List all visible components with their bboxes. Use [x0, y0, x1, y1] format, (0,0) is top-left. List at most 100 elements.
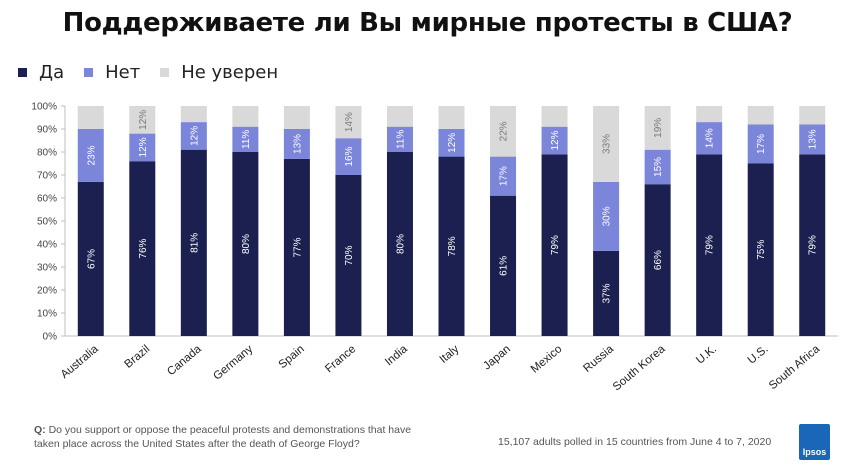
bar-segment	[386, 126, 413, 152]
data-label: 12%	[138, 110, 149, 130]
x-tick-label: South Korea	[611, 343, 668, 394]
legend-swatch-no	[84, 68, 94, 77]
data-label: 19%	[653, 118, 664, 138]
bar-segment	[696, 154, 723, 336]
x-tick-label: U.S.	[746, 343, 771, 367]
bar-segment	[232, 126, 259, 152]
bar-segment	[644, 149, 671, 185]
bar-segment	[283, 129, 310, 159]
data-label: 66%	[653, 250, 664, 270]
bar-segment	[180, 122, 207, 150]
x-tick-label: Canada	[165, 343, 204, 378]
data-label: 61%	[499, 256, 510, 276]
data-label: 77%	[292, 237, 303, 257]
data-label: 22%	[499, 121, 510, 141]
data-label: 70%	[344, 245, 355, 265]
legend-item-yes: Да	[18, 62, 64, 83]
data-label: 37%	[602, 283, 613, 303]
bar-segment	[490, 195, 517, 336]
bar-segment	[180, 106, 207, 123]
data-label: 80%	[241, 234, 252, 254]
bar-segment	[541, 106, 568, 127]
data-label: 12%	[189, 126, 200, 146]
y-tick-label: 0%	[43, 332, 58, 343]
logo-text: Ipsos	[802, 447, 827, 457]
y-tick-label: 60%	[37, 194, 57, 205]
bar-segment	[232, 152, 259, 336]
data-label: 13%	[292, 134, 303, 154]
data-label: 12%	[550, 130, 561, 150]
legend-swatch-yes	[18, 68, 27, 77]
bar-segment	[438, 156, 465, 336]
bar-segment	[696, 106, 723, 123]
legend: Да Нет Не уверен	[18, 62, 298, 83]
legend-label-unsure: Не уверен	[181, 62, 279, 83]
bar-segment	[644, 184, 671, 336]
bar-segment	[490, 106, 517, 157]
bar-segment	[799, 106, 826, 125]
y-tick-label: 90%	[37, 125, 57, 136]
bar-segment	[77, 129, 104, 182]
chart-title: Поддерживаете ли Вы мирные протесты в СШ…	[62, 8, 793, 38]
bar-segment	[77, 181, 104, 336]
data-label: 14%	[705, 128, 716, 148]
data-label: 23%	[86, 145, 97, 165]
bar-segment	[129, 161, 156, 336]
bar-segment	[283, 106, 310, 129]
x-tick-label: Japan	[481, 343, 513, 372]
data-label: 81%	[189, 233, 200, 253]
x-tick-label: Germany	[211, 343, 255, 383]
bar-segment	[180, 149, 207, 336]
data-label: 12%	[138, 137, 149, 157]
x-tick-label: South Africa	[767, 343, 823, 392]
bar-segment	[386, 152, 413, 336]
x-tick-label: France	[323, 343, 358, 375]
bar-segment	[644, 106, 671, 150]
bar-segment	[593, 250, 620, 336]
data-label: 79%	[550, 235, 561, 255]
x-tick-label: Mexico	[529, 343, 565, 376]
data-label: 14%	[344, 112, 355, 132]
legend-item-unsure: Не уверен	[160, 62, 278, 83]
question-text: Do you support or oppose the peaceful pr…	[34, 424, 412, 450]
data-label: 76%	[138, 238, 149, 258]
bar-segment	[335, 106, 362, 139]
x-tick-label: Russia	[581, 343, 616, 375]
data-label: 75%	[756, 240, 767, 260]
bar-segment	[129, 133, 156, 162]
bar-segment	[799, 154, 826, 336]
bar-segment	[541, 126, 568, 155]
data-label: 17%	[756, 134, 767, 154]
bar-segment	[490, 156, 517, 196]
y-tick-label: 40%	[37, 240, 57, 251]
bar-segment	[593, 106, 620, 182]
data-label: 79%	[705, 235, 716, 255]
data-label: 15%	[653, 157, 664, 177]
data-label: 16%	[344, 146, 355, 166]
data-label: 13%	[808, 129, 819, 149]
x-tick-label: Australia	[59, 343, 101, 381]
legend-swatch-unsure	[160, 68, 170, 77]
bar-segment	[386, 106, 413, 127]
y-tick-label: 10%	[37, 309, 57, 320]
stacked-bar-chart: 0% 10% 20% 30% 40% 50% 60% 70% 80% 90% 100% 67% 23% A…	[31, 102, 838, 394]
data-label: 12%	[447, 133, 458, 153]
bar-segment	[438, 106, 465, 129]
question-prefix: Q:	[34, 424, 46, 436]
bar-segment	[232, 106, 259, 127]
legend-label-no: Нет	[105, 62, 141, 83]
data-label: 80%	[395, 234, 406, 254]
x-tick-label: Spain	[277, 343, 307, 371]
y-tick-label: 20%	[37, 286, 57, 297]
data-label: 11%	[241, 130, 252, 149]
bar-segment	[747, 106, 774, 125]
y-tick-label: 50%	[37, 217, 57, 228]
bar-segment	[335, 138, 362, 175]
legend-item-no: Нет	[84, 62, 140, 83]
ipsos-logo: Ipsos	[799, 424, 830, 460]
bar-segment	[77, 106, 104, 129]
data-label: 11%	[395, 130, 406, 149]
x-tick-label: Italy	[438, 343, 462, 366]
bar-segment	[129, 106, 156, 134]
y-tick-label: 30%	[37, 263, 57, 274]
